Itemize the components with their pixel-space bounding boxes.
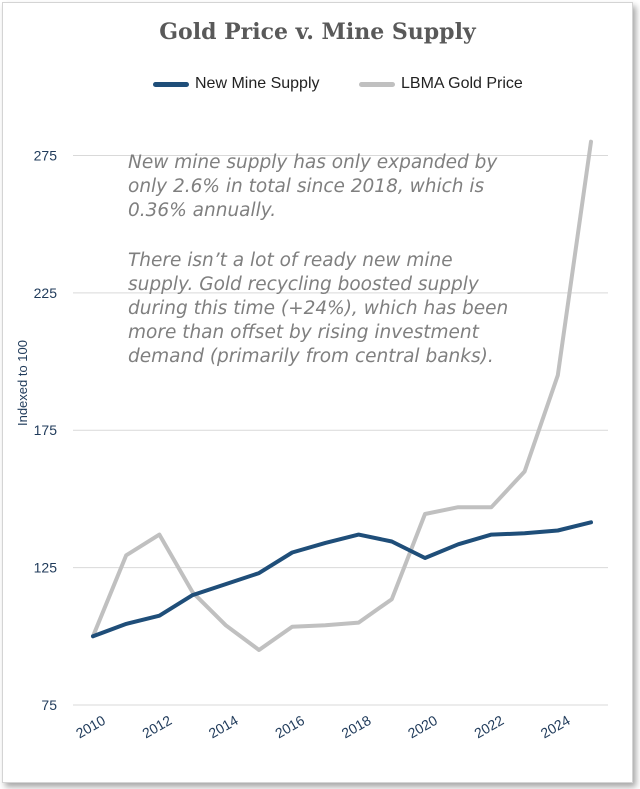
chart-plot-area: 75 125 175 225 275 2010 2012 2014 2016 2018 2020 20… (15, 139, 608, 742)
y-tick-label: 175 (34, 422, 58, 438)
legend-swatch-new-mine-supply (153, 81, 189, 87)
x-tick-label: 2014 (206, 712, 241, 742)
series-line-new-mine-supply (91, 520, 593, 639)
chart-frame: Gold Price v. Mine Supply New Mine Suppl… (2, 2, 633, 783)
legend-item-lbma-gold-price: LBMA Gold Price (359, 75, 523, 93)
chart-title: Gold Price v. Mine Supply (159, 19, 476, 45)
legend-label-new-mine-supply: New Mine Supply (195, 75, 320, 92)
legend-item-new-mine-supply: New Mine Supply (153, 75, 320, 93)
x-tick-label: 2020 (405, 712, 440, 742)
series-line-lbma-gold-price (91, 139, 593, 652)
chart-legend: New Mine Supply LBMA Gold Price (3, 75, 632, 99)
legend-label-lbma-gold-price: LBMA Gold Price (401, 75, 523, 92)
y-tick-label: 75 (41, 697, 57, 713)
annotation-paragraph-1: New mine supply has only expanded by onl… (128, 152, 498, 221)
x-tick-label: 2016 (272, 712, 307, 742)
y-tick-label: 125 (34, 560, 58, 576)
y-tick-label: 225 (34, 285, 58, 301)
x-tick-label: 2010 (73, 712, 108, 742)
y-axis-label: Indexed to 100 (15, 340, 30, 426)
legend-swatch-lbma-gold-price (359, 81, 395, 87)
x-tick-label: 2022 (471, 712, 506, 742)
annotation-paragraph-2: There isn’t a lot of ready new mine supp… (128, 250, 509, 367)
x-tick-label: 2018 (339, 712, 374, 742)
x-tick-label: 2012 (139, 712, 174, 742)
y-tick-label: 275 (34, 147, 58, 163)
x-tick-label: 2024 (538, 712, 573, 742)
